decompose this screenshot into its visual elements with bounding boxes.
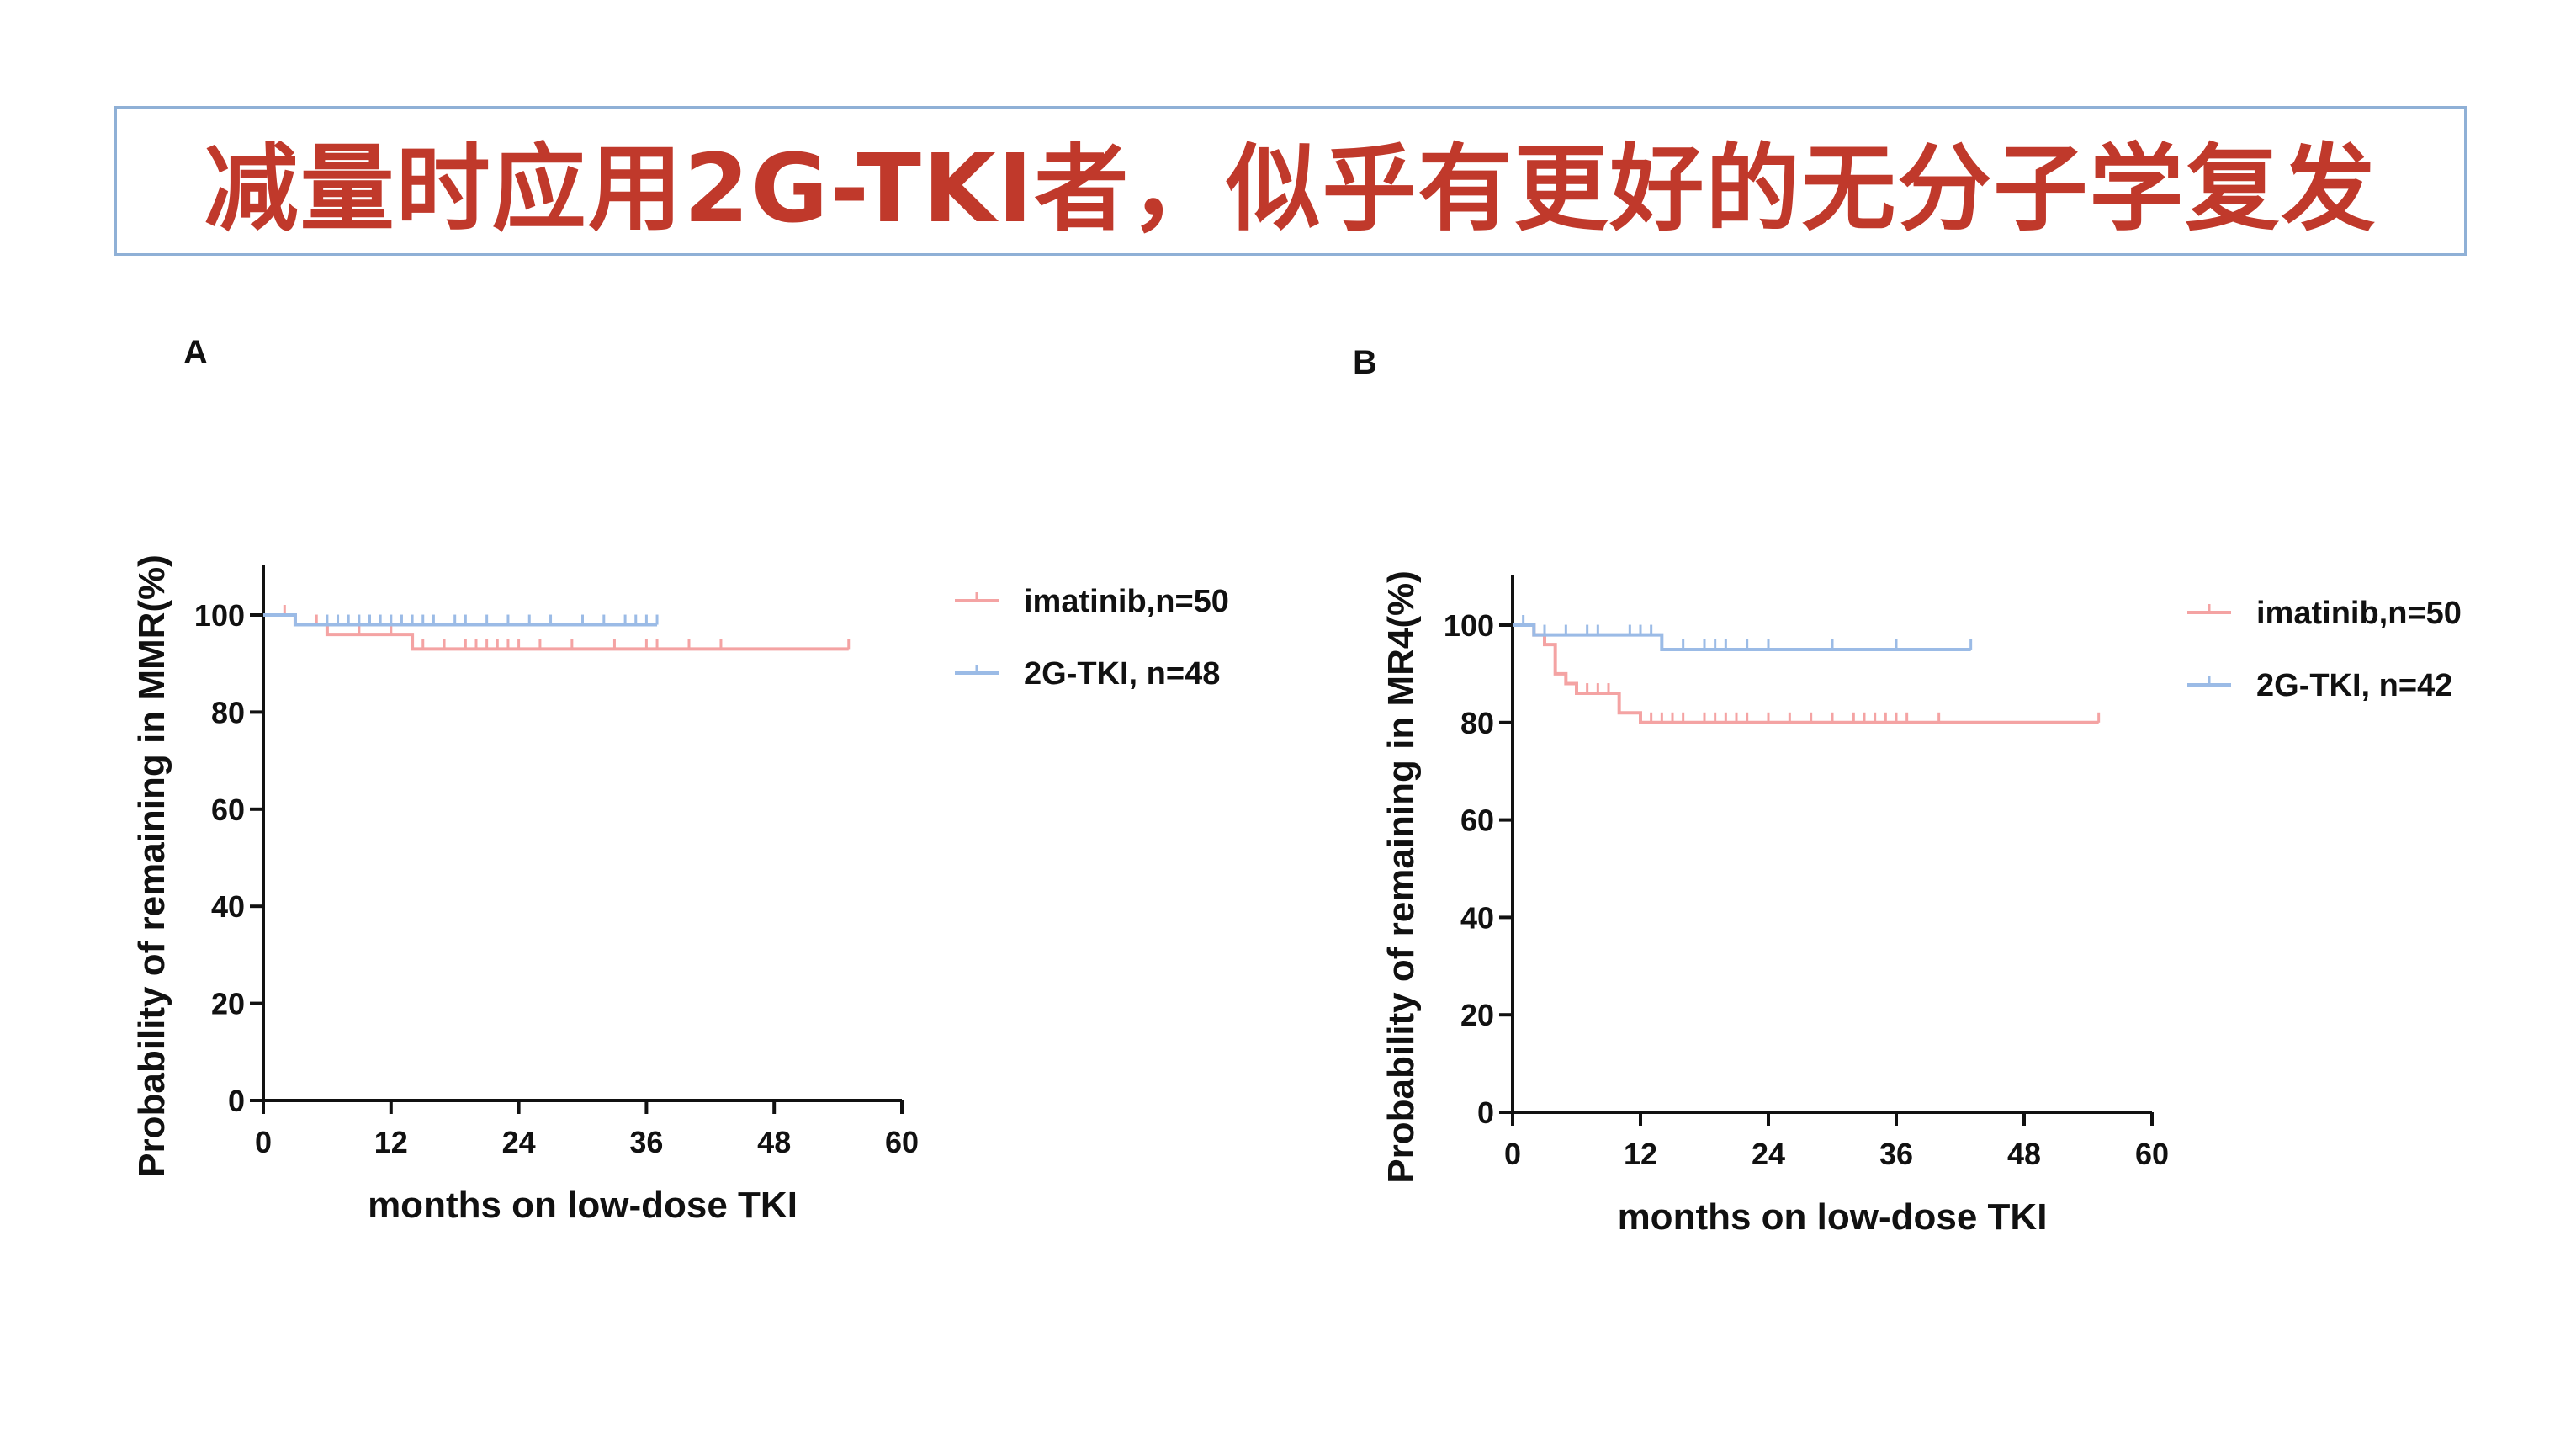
x-tick-label: 0: [255, 1125, 272, 1159]
y-axis-label: Probability of remaining in MR4(%): [1381, 570, 1422, 1184]
x-tick-label: 12: [1624, 1137, 1657, 1171]
x-tick-label: 24: [1752, 1137, 1785, 1171]
y-tick-label: 60: [211, 793, 245, 827]
chart-b: B 0 20 40 60 80 100 0 12 24 36 48 60 months on low-do…: [1353, 344, 2462, 1238]
y-axis-label: Probability of remaining in MMR(%): [131, 554, 172, 1178]
legend-label-imatinib: imatinib,n=50: [2256, 596, 2462, 631]
y-tick-label: 100: [1444, 608, 1494, 643]
y-tick-label: 40: [1460, 900, 1494, 935]
x-tick-label: 36: [1879, 1137, 1913, 1171]
y-tick-label: 80: [211, 695, 245, 729]
series-line-tki2g: [263, 613, 658, 627]
x-tick-label: 60: [885, 1125, 919, 1159]
x-tick-label: 12: [374, 1125, 408, 1159]
x-tick-label: 48: [2007, 1137, 2041, 1171]
y-tick-label: 0: [1477, 1095, 1494, 1130]
series-line-tki2g: [1513, 623, 1971, 651]
x-tick-label: 24: [502, 1125, 536, 1159]
panel-letter: A: [183, 334, 208, 371]
chart-a: A 0 20 40 60 80 100 0 12 24 36 48 60 months on low-do…: [131, 334, 1229, 1226]
series-line-imatinib: [263, 613, 849, 651]
y-tick-label: 20: [211, 987, 245, 1021]
y-tick-label: 100: [194, 598, 245, 633]
title-box: 减量时应用2G-TKI者，似乎有更好的无分子学复发: [114, 106, 2467, 256]
legend-label-tki2g: 2G-TKI, n=42: [2256, 668, 2452, 703]
y-tick-label: 80: [1460, 706, 1494, 740]
x-tick-label: 0: [1504, 1137, 1521, 1171]
panel-letter: B: [1353, 344, 1377, 381]
x-axis-label: months on low-dose TKI: [1618, 1196, 2048, 1238]
legend-label-imatinib: imatinib,n=50: [1024, 584, 1229, 619]
x-axis-label: months on low-dose TKI: [368, 1185, 798, 1226]
legend-label-tki2g: 2G-TKI, n=48: [1024, 656, 1220, 692]
y-tick-label: 20: [1460, 998, 1494, 1032]
y-tick-label: 60: [1460, 803, 1494, 838]
series-line-imatinib: [1513, 623, 2099, 724]
x-tick-label: 48: [757, 1125, 791, 1159]
x-tick-label: 36: [629, 1125, 663, 1159]
y-tick-label: 0: [228, 1084, 245, 1118]
page-title: 减量时应用2G-TKI者，似乎有更好的无分子学复发: [204, 135, 2377, 244]
x-tick-label: 60: [2135, 1137, 2169, 1171]
y-tick-label: 40: [211, 889, 245, 924]
